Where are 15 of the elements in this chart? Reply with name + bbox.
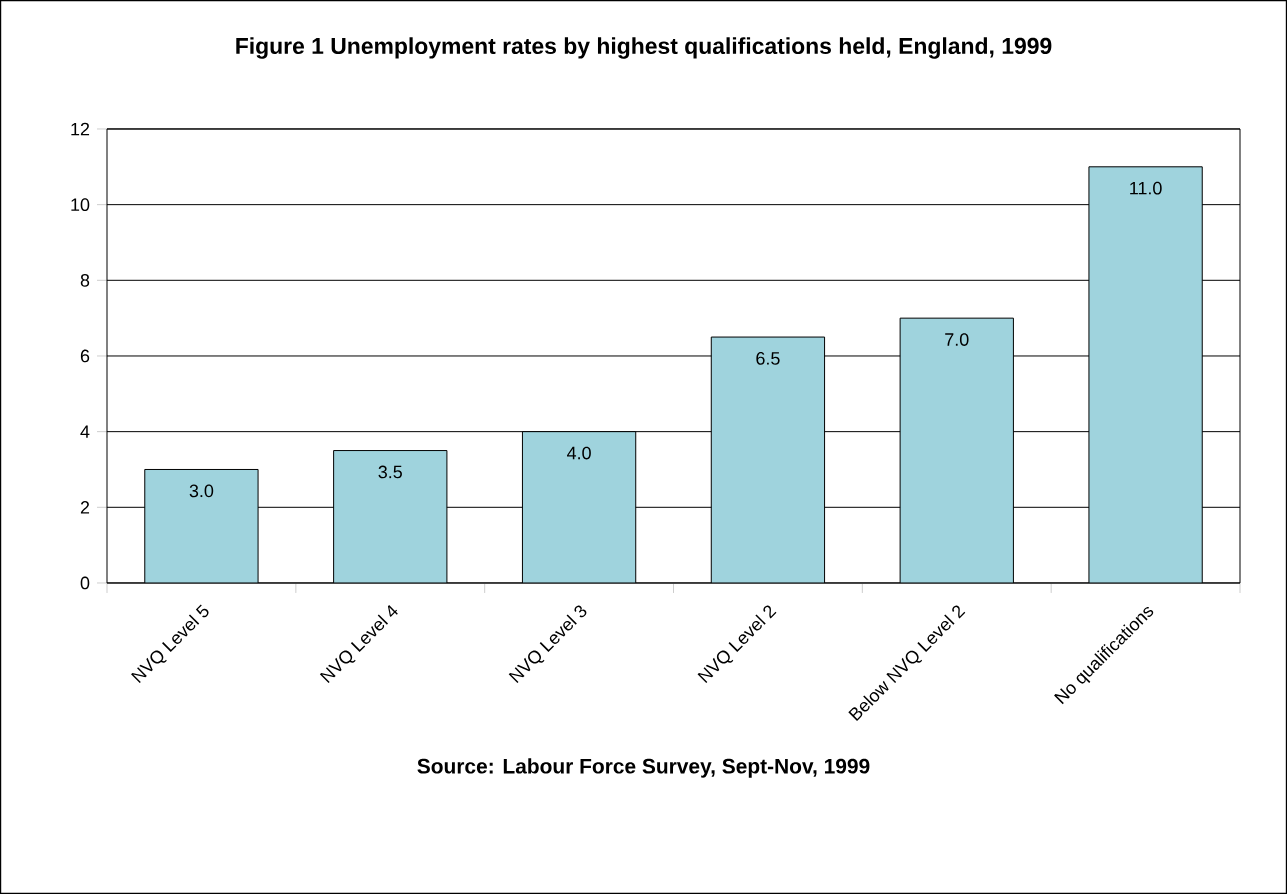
y-tick-label: 10: [71, 198, 90, 211]
data-label: 7.0: [945, 333, 969, 346]
data-label: 3.5: [378, 465, 402, 479]
data-label: 3.0: [189, 484, 214, 498]
data-label: 4.0: [567, 446, 591, 460]
source-note: Source: Labour Force Survey, Sept-Nov, 1999: [417, 758, 870, 778]
y-tick-label: 4: [80, 425, 90, 438]
y-tick-label: 12: [71, 122, 90, 136]
y-tick-label: 8: [80, 273, 90, 287]
y-tick-label: 6: [80, 349, 90, 363]
data-label: 11.0: [1130, 181, 1162, 195]
y-tick-label: 0: [80, 576, 90, 590]
y-tick-label: 2: [80, 501, 90, 514]
data-label: 6.5: [756, 352, 780, 365]
chart-title: Figure 1 Unemployment rates by highest qualifications held, England, 1999: [236, 37, 1052, 59]
